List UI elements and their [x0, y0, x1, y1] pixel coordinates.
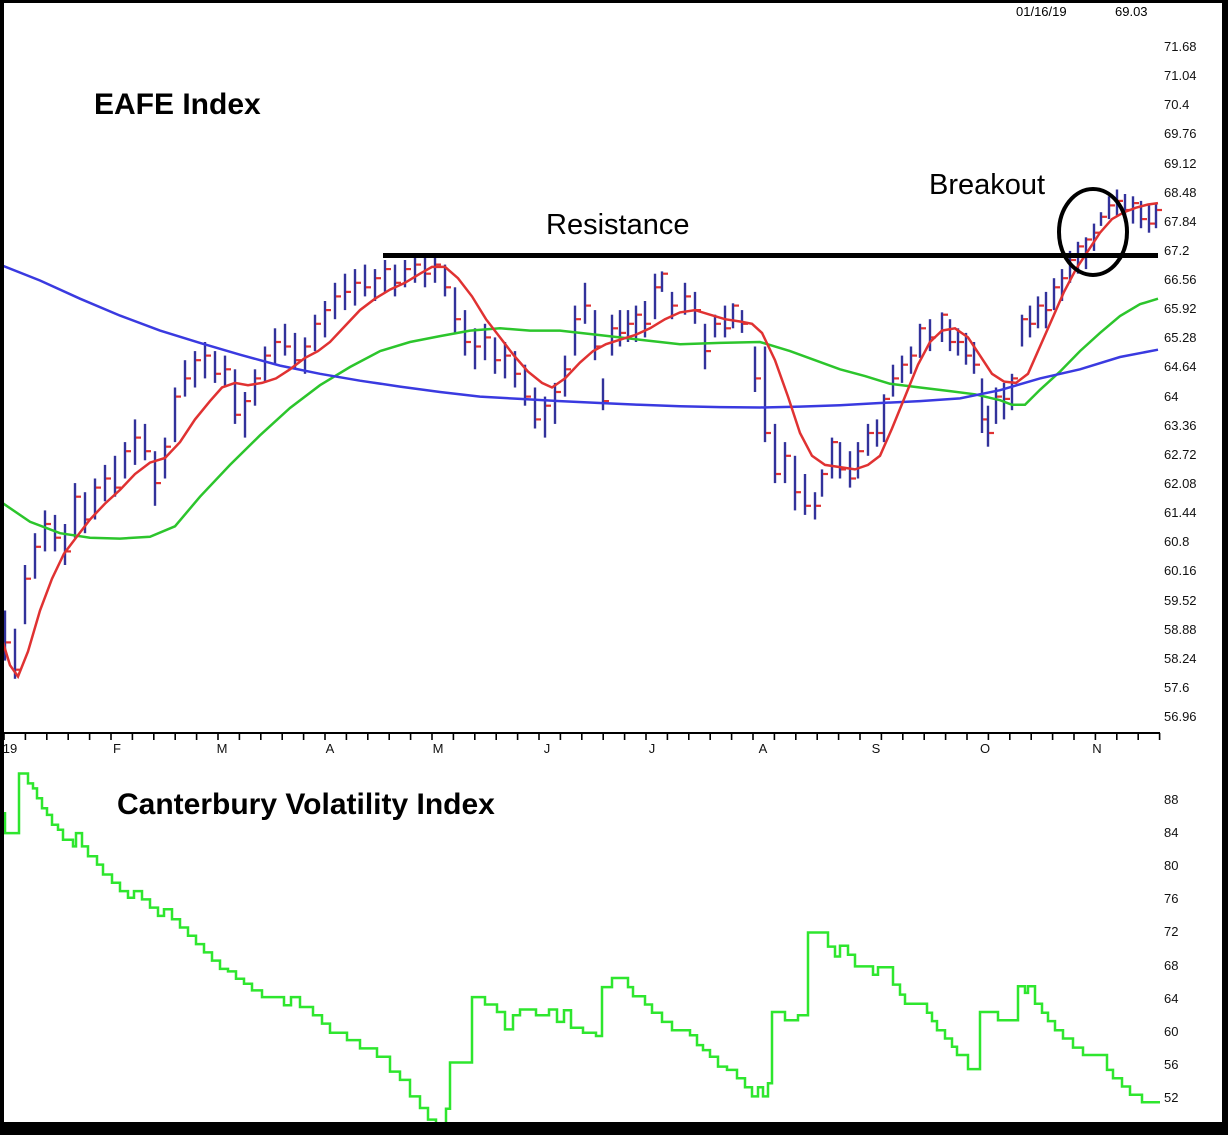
cvi-y-tick-label: 64: [1164, 990, 1179, 1006]
price-y-tick-label: 67.84: [1164, 213, 1197, 229]
cvi-y-tick-label: 76: [1164, 891, 1179, 907]
cvi-y-tick-label: 80: [1164, 858, 1179, 874]
cvi-step-line: [0, 772, 1160, 1127]
cvi-y-tick-label: 52: [1164, 1090, 1179, 1106]
price-y-tick-label: 62.08: [1164, 475, 1197, 491]
price-y-tick-label: 58.88: [1164, 621, 1197, 637]
border-right: [1222, 0, 1228, 1135]
medium-ma-line: [0, 297, 1159, 540]
x-axis-month-label: 19: [2, 741, 18, 756]
price-y-tick-label: 64: [1164, 388, 1179, 404]
x-axis: [3, 732, 1161, 740]
price-panel-title: EAFE Index: [94, 88, 261, 121]
last-value-readout: 69.03: [1115, 4, 1148, 19]
price-y-tick-label: 60.8: [1164, 534, 1190, 550]
short-ma-line: [1, 201, 1159, 680]
price-y-tick-label: 58.24: [1164, 650, 1197, 666]
price-y-tick-label: 59.52: [1164, 592, 1197, 608]
border-left: [0, 0, 4, 1135]
price-y-tick-label: 71.68: [1164, 39, 1197, 54]
price-y-tick-label: 65.92: [1164, 301, 1197, 317]
cvi-y-tick-label: 84: [1164, 825, 1179, 841]
price-y-tick-label: 63.36: [1164, 417, 1197, 433]
price-y-tick-label: 69.12: [1164, 155, 1197, 171]
price-y-tick-label: 66.56: [1164, 272, 1197, 288]
last-date-readout: 01/16/19: [1016, 4, 1067, 19]
cvi-y-tick-label: 88: [1164, 792, 1179, 807]
x-axis-month-label: S: [871, 741, 881, 756]
cvi-y-tick-label: 72: [1164, 924, 1179, 940]
price-y-tick-label: 62.72: [1164, 446, 1197, 462]
price-y-tick-label: 56.96: [1164, 709, 1197, 725]
breakout-circle: [1057, 187, 1129, 277]
cvi-y-tick-label: 60: [1164, 1023, 1179, 1039]
price-y-tick-label: 71.04: [1164, 68, 1197, 84]
price-y-tick-label: 61.44: [1164, 505, 1197, 521]
price-y-tick-label: 68.48: [1164, 184, 1197, 200]
price-y-tick-label: 57.6: [1164, 679, 1190, 695]
x-axis-month-label: N: [1092, 741, 1102, 756]
price-y-tick-label: 67.2: [1164, 242, 1190, 258]
x-axis-month-label: F: [113, 741, 121, 756]
x-axis-month-label: A: [325, 741, 335, 756]
breakout-label: Breakout: [929, 169, 1046, 201]
border-top: [0, 0, 1228, 3]
x-axis-month-label: O: [979, 741, 991, 756]
price-y-tick-label: 69.76: [1164, 126, 1197, 142]
x-axis-month-label: J: [648, 741, 656, 756]
long-ma-line: [0, 263, 1159, 409]
price-y-tick-label: 70.4: [1164, 97, 1190, 113]
resistance-label: Resistance: [546, 209, 690, 241]
price-y-tick-label: 64.64: [1164, 359, 1197, 375]
cvi-y-tick-label: 68: [1164, 957, 1179, 973]
x-axis-month-label: M: [432, 741, 444, 756]
x-axis-month-label: M: [216, 741, 228, 756]
x-axis-month-label: A: [758, 741, 768, 756]
price-y-tick-label: 60.16: [1164, 563, 1197, 579]
cvi-panel-title: Canterbury Volatility Index: [117, 788, 495, 821]
cvi-y-tick-label: 56: [1164, 1056, 1179, 1072]
price-y-tick-label: 65.28: [1164, 330, 1197, 346]
x-axis-month-label: J: [543, 741, 551, 756]
price-bars: [3, 189, 1162, 679]
border-bottom: [0, 1122, 1228, 1135]
